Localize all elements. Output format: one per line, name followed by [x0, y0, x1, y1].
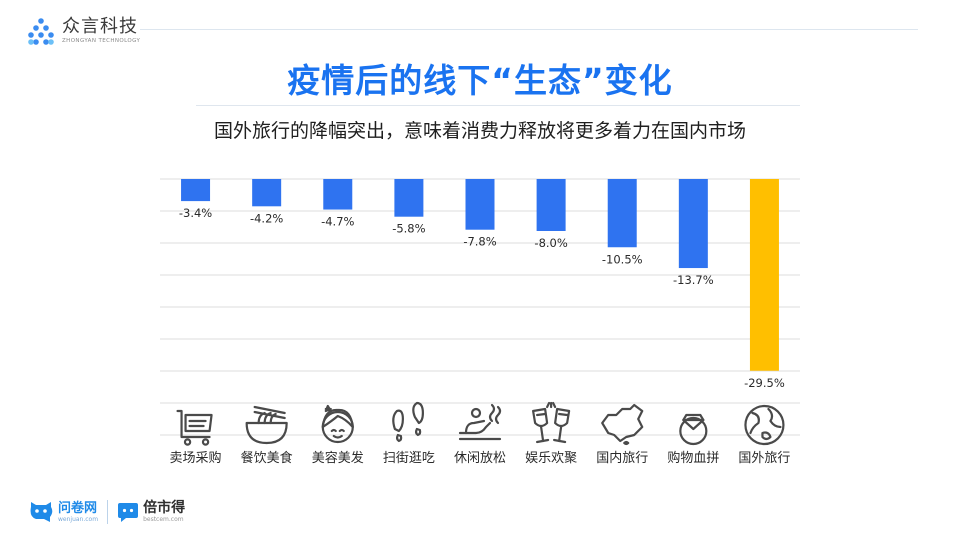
value-label-2: -4.7%: [321, 215, 354, 229]
value-label-4: -7.8%: [463, 235, 496, 249]
brand-logo: 众言科技 ZHONGYAN TECHNOLOGY: [26, 16, 140, 46]
value-label-3: -5.8%: [392, 222, 425, 236]
bar-8: [749, 179, 779, 371]
bar-0: [181, 179, 211, 202]
footer-logos: 问卷网 wenjuan.com 倍市得 bestcem.com: [28, 500, 185, 524]
wenjuan-domain: wenjuan.com: [58, 515, 99, 523]
noodle-bowl-icon: [245, 405, 288, 445]
value-label-8: -29.5%: [744, 376, 785, 390]
value-label-6: -10.5%: [602, 252, 643, 266]
bar-4: [465, 179, 495, 230]
category-label-0: 卖场采购: [170, 450, 222, 466]
bestcem-bubble-icon: [118, 503, 139, 522]
bestcem-logo: 倍市得 bestcem.com: [117, 501, 185, 523]
globe-icon: [744, 404, 785, 446]
bar-1: [252, 179, 282, 207]
brand-triangle-dots-icon: [28, 18, 54, 45]
title-divider: [196, 105, 800, 106]
page-subtitle: 国外旅行的降幅突出，意味着消费力释放将更多着力在国内市场: [213, 120, 746, 142]
chart-bars: [181, 179, 779, 371]
woman-face-icon: [321, 404, 354, 444]
bar-5: [536, 179, 566, 231]
category-label-7: 购物血拼: [667, 450, 719, 466]
bar-6: [607, 179, 637, 248]
footer-separator: [107, 500, 109, 524]
china-map-icon: [601, 403, 644, 446]
brand-name-en: ZHONGYAN TECHNOLOGY: [62, 37, 141, 44]
category-label-3: 扫街逛吃: [383, 450, 435, 466]
category-label-6: 国内旅行: [596, 450, 648, 466]
value-label-0: -3.4%: [179, 206, 212, 220]
bar-2: [323, 179, 353, 210]
wenjuan-cat-icon: [30, 502, 53, 522]
wenjuan-name: 问卷网: [58, 500, 98, 516]
category-label-8: 国外旅行: [738, 451, 790, 466]
value-label-7: -13.7%: [673, 273, 714, 287]
bestcem-domain: bestcem.com: [143, 516, 184, 523]
massage-icon: [458, 403, 502, 441]
chart-value-labels: -3.4% -4.2% -4.7% -5.8% -7.8% -8.0% -10.5% -13.…: [179, 206, 785, 390]
value-label-5: -8.0%: [534, 236, 567, 250]
footprints-icon: [392, 401, 424, 443]
chart-category-icons: [176, 401, 785, 446]
bar-7: [678, 179, 708, 269]
value-label-1: -4.2%: [250, 211, 283, 225]
wenjuan-logo: 问卷网 wenjuan.com: [28, 501, 98, 523]
header-divider: [140, 29, 918, 30]
category-label-5: 娱乐欢聚: [525, 451, 577, 466]
chart-category-labels: 卖场采购 餐饮美食 美容美发 扫街逛吃 休闲放松 娱乐欢聚 国内旅行 购物血拼 国外旅行: [170, 450, 791, 466]
bestcem-name: 倍市得: [143, 500, 186, 516]
cart-icon: [176, 409, 213, 446]
diamond-ring-icon: [679, 413, 708, 446]
category-label-2: 美容美发: [312, 450, 364, 466]
bar-3: [394, 179, 424, 217]
wine-glasses-icon: [532, 401, 571, 444]
category-label-1: 餐饮美食: [241, 450, 293, 466]
category-label-4: 休闲放松: [454, 451, 506, 466]
page-title: 疫情后的线下“生态”变化: [287, 61, 673, 100]
brand-name: 众言科技: [62, 15, 138, 37]
